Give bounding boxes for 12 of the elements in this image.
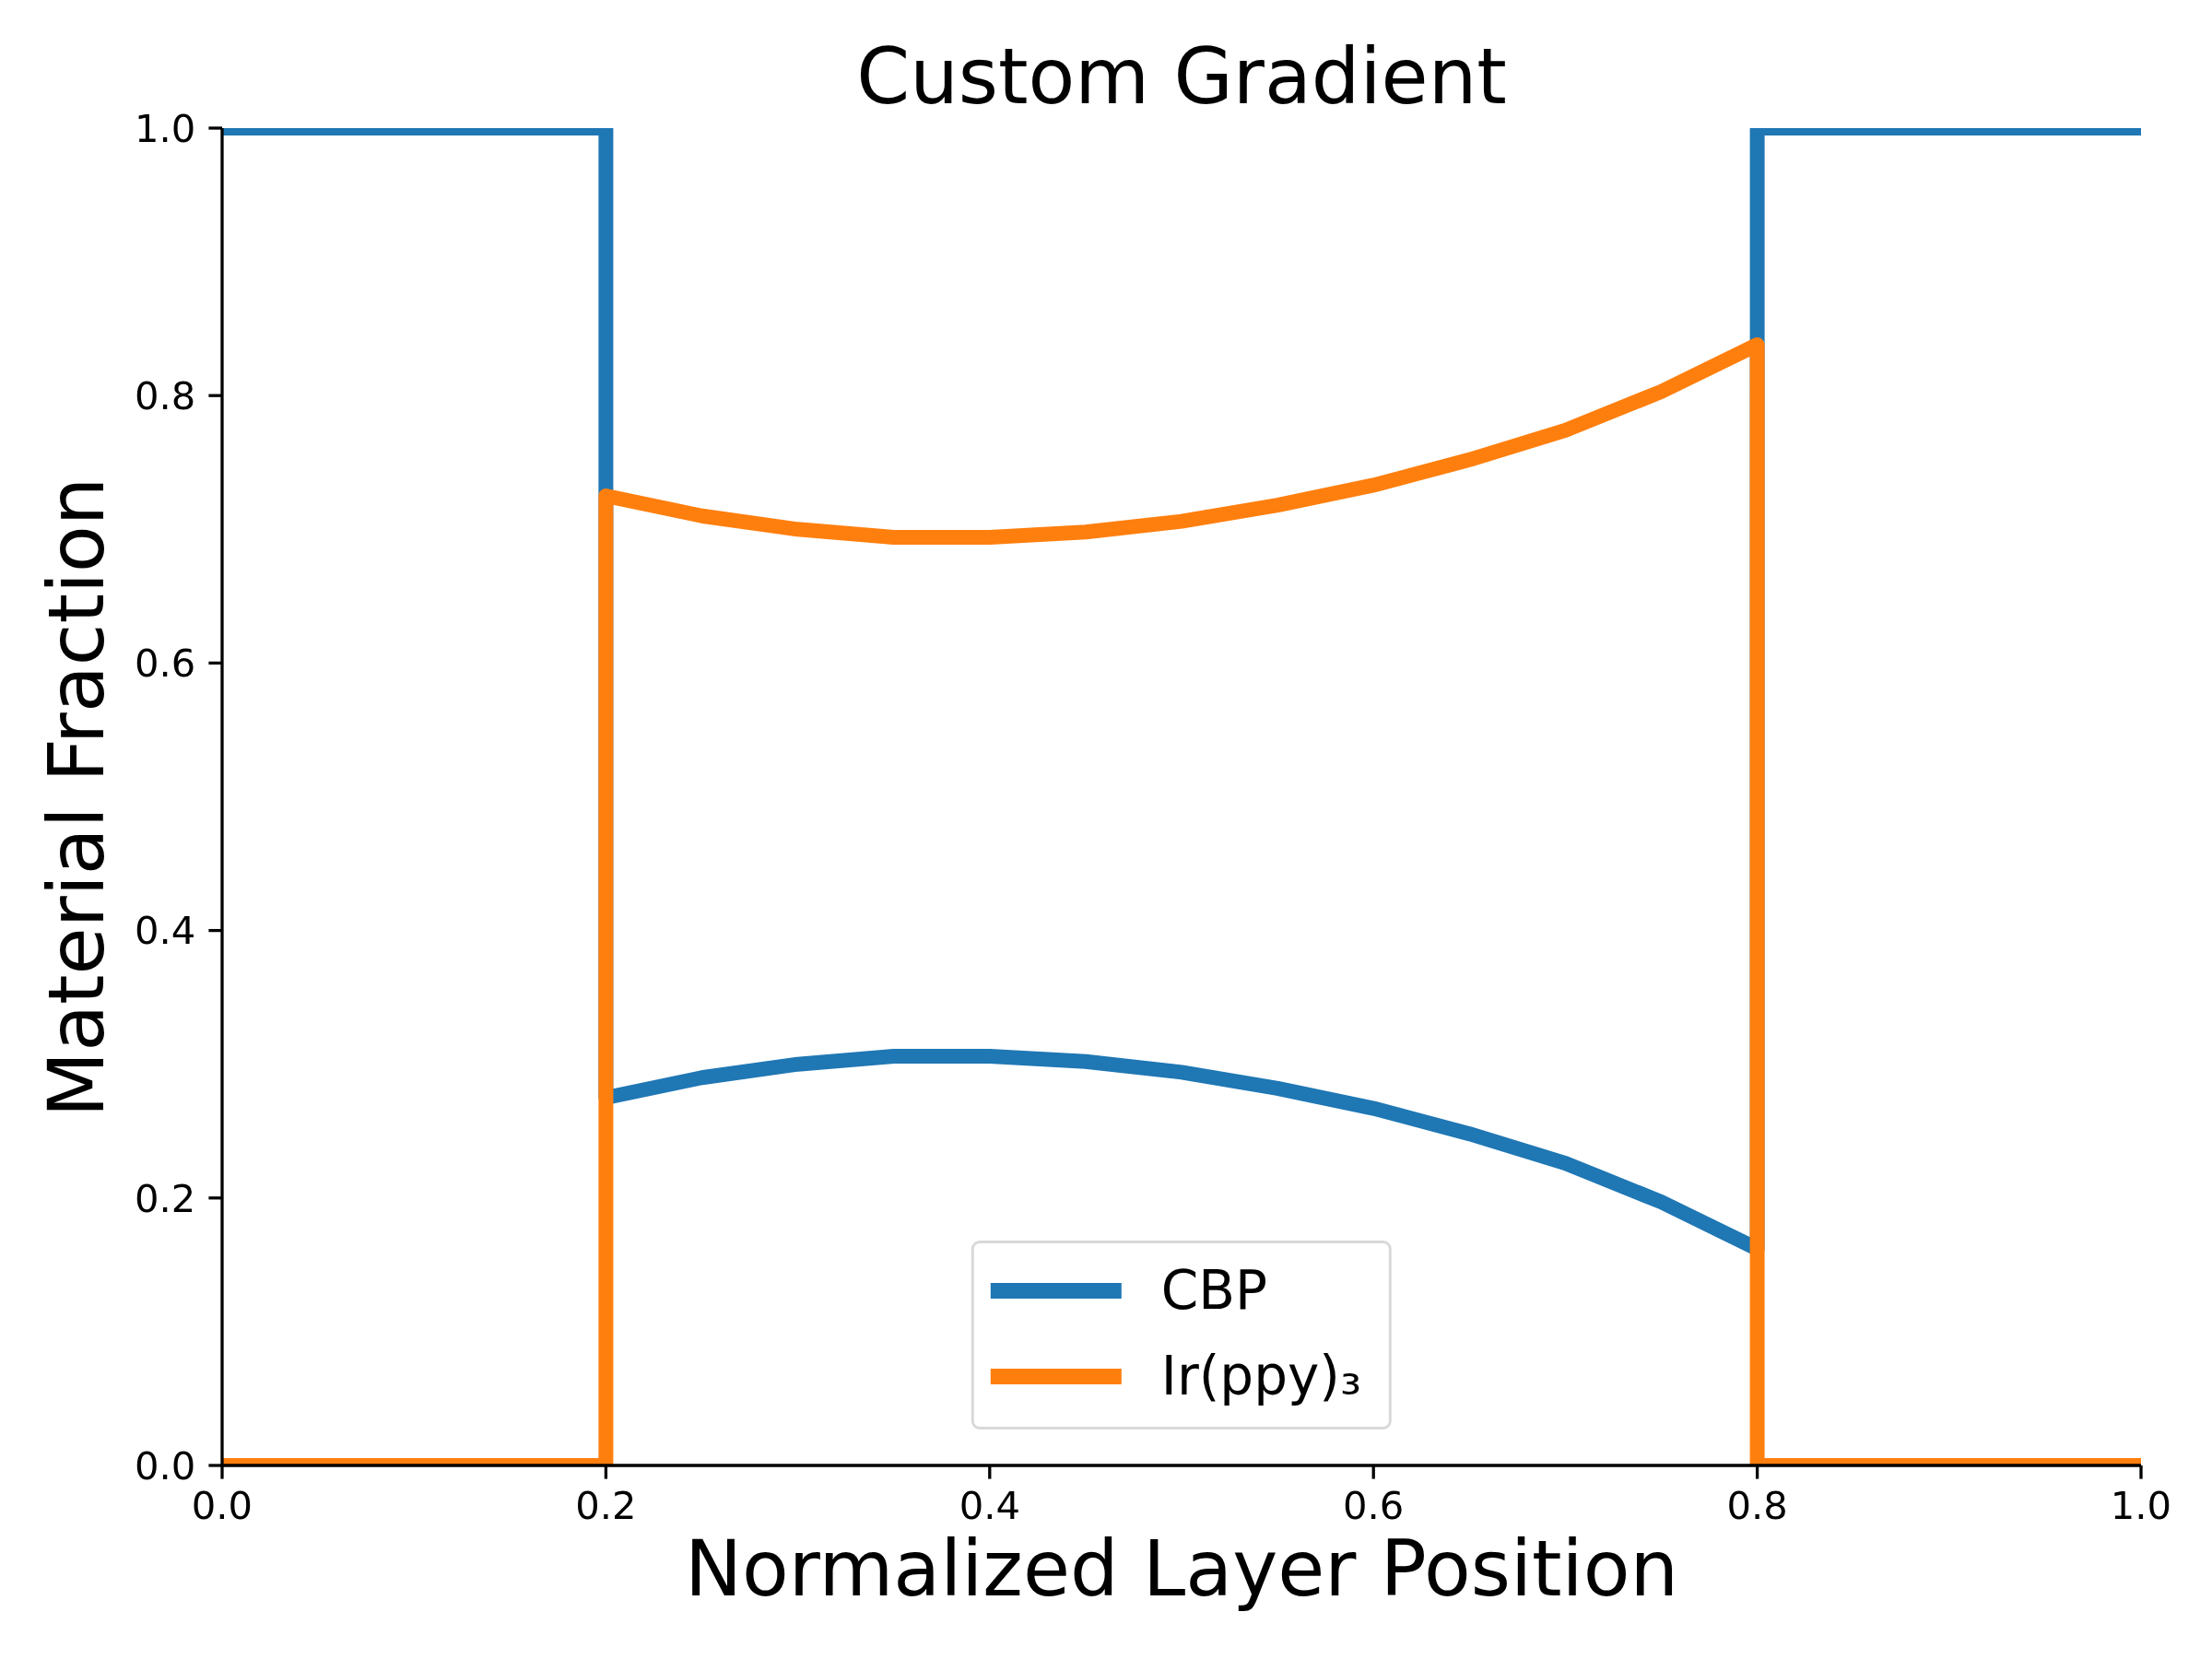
x-tick-label: 0.2: [575, 1483, 637, 1529]
chart-title: Custom Gradient: [856, 32, 1507, 123]
x-tick-label: 1.0: [2110, 1483, 2172, 1529]
x-tick-label: 0.8: [1726, 1483, 1788, 1529]
y-tick-label: 0.2: [135, 1175, 196, 1221]
legend-label: Ir(ppy)₃: [1160, 1345, 1362, 1408]
y-tick-label: 1.0: [135, 105, 196, 151]
y-tick-label: 0.8: [135, 373, 196, 418]
legend-label: CBP: [1160, 1259, 1268, 1323]
y-tick-label: 0.4: [135, 908, 196, 954]
y-axis-title: Material Fraction: [32, 477, 123, 1117]
y-tick-label: 0.6: [135, 641, 196, 687]
